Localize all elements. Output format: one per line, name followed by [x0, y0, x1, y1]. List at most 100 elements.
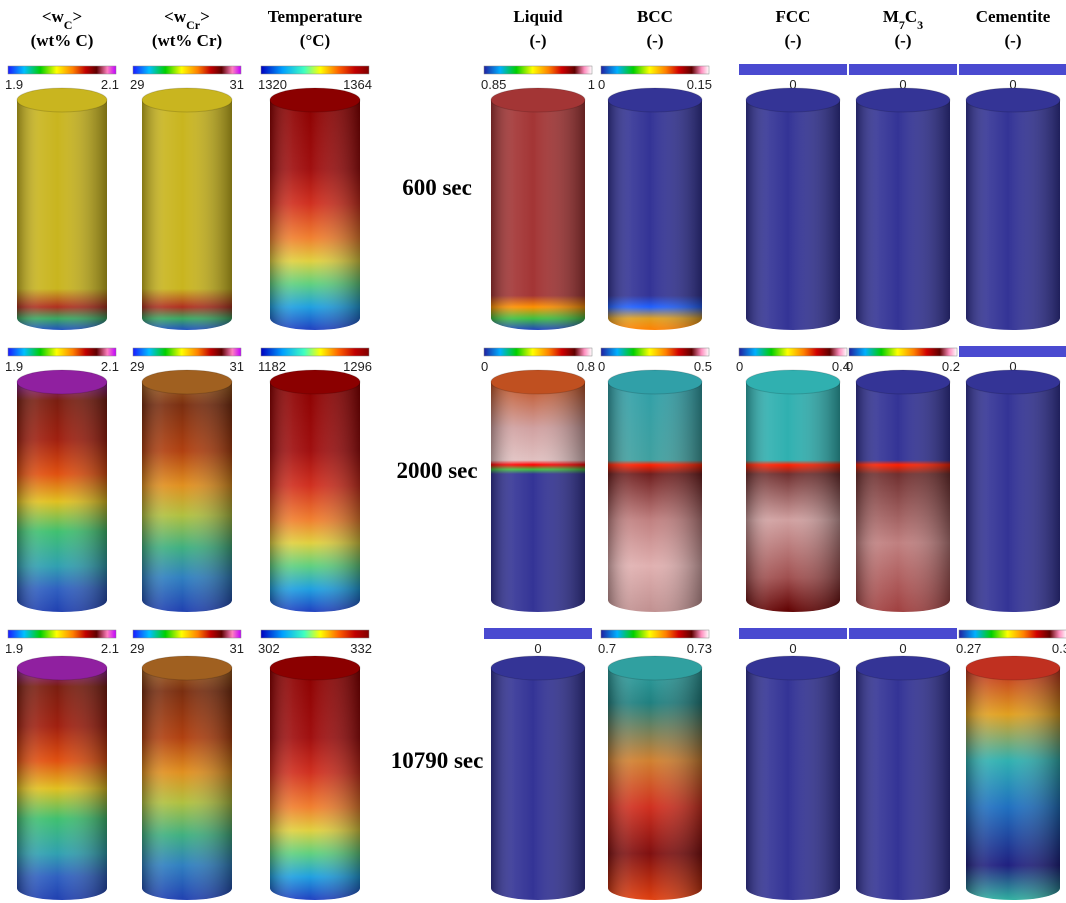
cylinder-top — [490, 87, 586, 113]
colorbar-max: 0.2 — [942, 359, 960, 374]
colorbar-label: 0 — [789, 641, 796, 656]
column-unit: (°C) — [300, 31, 330, 50]
colorbar-min: 0 — [598, 359, 605, 374]
colorbar-min: 1.9 — [5, 641, 23, 656]
cylinder-top — [16, 87, 108, 113]
colorbar-min: 0 — [846, 359, 853, 374]
colorbar — [132, 629, 242, 639]
colorbar-max: 31 — [230, 641, 244, 656]
colorbar-max: 0.15 — [687, 77, 712, 92]
colorbar-max: 0.8 — [577, 359, 595, 374]
column-title: BCC — [637, 7, 673, 26]
cylinder-shade — [608, 382, 702, 612]
colorbar — [738, 347, 848, 357]
cylinder-shade — [966, 100, 1060, 330]
colorbar — [958, 629, 1066, 639]
cylinder-shade — [142, 100, 232, 330]
cylinder-top — [490, 655, 586, 681]
colorbar — [260, 347, 370, 357]
colorbar-max: 0.73 — [687, 641, 712, 656]
column-unit: (-) — [530, 31, 547, 50]
colorbar-label: 0 — [789, 77, 796, 92]
colorbar-max: 0.5 — [694, 359, 712, 374]
column-unit: (wt% C) — [31, 31, 94, 50]
colorbar-min: 0.85 — [481, 77, 506, 92]
title-part: Cr — [186, 18, 201, 32]
colorbar — [483, 347, 593, 357]
colorbar-min: 0 — [481, 359, 488, 374]
row-label: 2000 sec — [396, 458, 477, 483]
cylinder-shade — [608, 100, 702, 330]
colorbar-max: 31 — [230, 77, 244, 92]
column-unit: (-) — [1005, 31, 1022, 50]
row-label: 600 sec — [402, 175, 472, 200]
colorbar — [849, 628, 957, 639]
cylinder-top — [965, 655, 1061, 681]
colorbar — [7, 629, 117, 639]
colorbar — [959, 346, 1066, 357]
title-part: <w — [164, 7, 187, 26]
title-part: C — [64, 18, 73, 32]
column-title: <wCr> — [164, 7, 210, 32]
title-part: 3 — [917, 18, 923, 32]
title-part: Liquid — [513, 7, 563, 26]
cylinder-top — [745, 87, 841, 113]
colorbar — [849, 64, 957, 75]
colorbar — [484, 628, 592, 639]
cylinder-shade — [746, 382, 840, 612]
column-unit: (-) — [647, 31, 664, 50]
colorbar-min: 29 — [130, 359, 144, 374]
cylinder-top — [141, 655, 233, 681]
colorbar-max: 0.4 — [832, 359, 850, 374]
cylinder-top — [269, 87, 361, 113]
title-part: BCC — [637, 7, 673, 26]
title-part: <w — [42, 7, 65, 26]
colorbar — [483, 65, 593, 75]
colorbar — [739, 64, 847, 75]
cylinder-top — [965, 87, 1061, 113]
column-title: Temperature — [268, 7, 363, 26]
colorbar-label: 0 — [1009, 77, 1016, 92]
column-unit: (wt% Cr) — [152, 31, 222, 50]
colorbar — [739, 628, 847, 639]
colorbar — [7, 65, 117, 75]
cylinder-shade — [17, 382, 107, 612]
colorbar — [260, 629, 370, 639]
column-unit: (-) — [895, 31, 912, 50]
colorbar — [7, 347, 117, 357]
colorbar — [959, 64, 1066, 75]
title-part: FCC — [776, 7, 811, 26]
cylinder-shade — [270, 382, 360, 612]
colorbar-min: 1320 — [258, 77, 287, 92]
cylinder-top — [269, 655, 361, 681]
colorbar-max: 31 — [230, 359, 244, 374]
cylinder-shade — [491, 382, 585, 612]
colorbar-min: 302 — [258, 641, 280, 656]
colorbar-min: 0 — [736, 359, 743, 374]
cylinder-top — [16, 655, 108, 681]
cylinder-shade — [856, 668, 950, 900]
column-title: Liquid — [513, 7, 563, 26]
title-part: > — [72, 7, 82, 26]
colorbar — [132, 65, 242, 75]
colorbar — [600, 65, 710, 75]
title-part: 7 — [899, 18, 905, 32]
cylinder-top — [745, 655, 841, 681]
colorbar — [848, 347, 958, 357]
cylinder-shade — [856, 382, 950, 612]
cylinder-shade — [746, 668, 840, 900]
title-part: > — [200, 7, 210, 26]
column-title: <wC> — [42, 7, 82, 32]
column-unit: (-) — [785, 31, 802, 50]
column-title: FCC — [776, 7, 811, 26]
cylinder-top — [745, 369, 841, 395]
cylinder-shade — [270, 100, 360, 330]
cylinder-top — [607, 87, 703, 113]
cylinder-top — [490, 369, 586, 395]
column-title: M7C3 — [883, 7, 923, 32]
colorbar-min: 0.7 — [598, 641, 616, 656]
colorbar-max: 332 — [350, 641, 372, 656]
colorbar-min: 1.9 — [5, 77, 23, 92]
colorbar-min: 0 — [598, 77, 605, 92]
cylinder-shade — [966, 668, 1060, 900]
